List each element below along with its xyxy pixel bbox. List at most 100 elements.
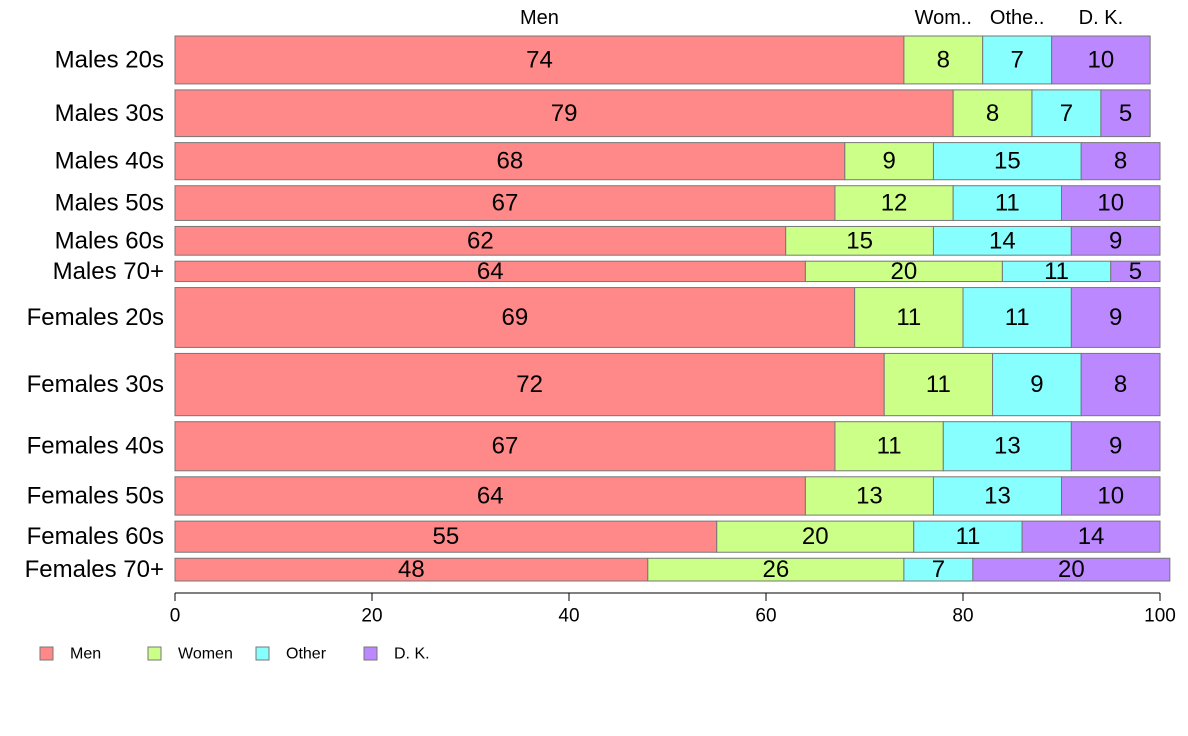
- bar-segment-men: [174, 287, 856, 348]
- bar-segment-women: [854, 287, 964, 348]
- data-label: 15: [994, 148, 1021, 175]
- bar-row: 64 20 11 5: [174, 258, 1161, 285]
- legend-swatch: [255, 646, 270, 661]
- bar-segment-women: [716, 520, 915, 553]
- bar-segment-men: [174, 225, 787, 256]
- category-label: Males 60s: [55, 227, 164, 254]
- x-tick-label: 80: [952, 606, 973, 627]
- category-label: Females 70+: [25, 556, 164, 583]
- bar-segment-other: [982, 35, 1053, 85]
- bar-segment-d-k: [1061, 476, 1161, 516]
- bar-segment-d-k: [1080, 142, 1161, 181]
- data-label: 8: [1114, 148, 1127, 175]
- category-label: Females 60s: [27, 523, 164, 550]
- bar-row: 69 11 11 9: [174, 287, 1161, 348]
- bar-segment-other: [962, 287, 1072, 348]
- bar-segment-men: [174, 421, 836, 472]
- bar-segment-d-k: [1110, 260, 1161, 283]
- data-label: 13: [984, 482, 1011, 509]
- bar-row: 72 11 9 8: [174, 352, 1161, 417]
- data-label: 11: [1005, 304, 1030, 331]
- legend-swatch: [147, 646, 162, 661]
- top-column-label: D. K.: [1079, 7, 1123, 29]
- data-label: 10: [1097, 482, 1124, 509]
- x-tick-label: 20: [361, 606, 382, 627]
- data-label: 20: [802, 523, 829, 550]
- category-label: Males 20s: [55, 46, 164, 73]
- category-label: Males 40s: [55, 148, 164, 175]
- bar-segment-d-k: [1021, 520, 1161, 553]
- bar-segment-men: [174, 35, 905, 85]
- data-label: 5: [1119, 100, 1132, 127]
- data-label: 48: [398, 556, 425, 583]
- bar-segment-men: [174, 185, 836, 221]
- bar-segment-women: [883, 352, 994, 417]
- bar-row: 67 11 13 9: [174, 421, 1161, 472]
- bar-segment-other: [992, 352, 1082, 417]
- data-label: 14: [989, 227, 1016, 254]
- category-label: Females 20s: [27, 304, 164, 331]
- bar-segment-men: [174, 520, 718, 553]
- bar-segment-women: [952, 89, 1033, 138]
- top-column-label: Men: [520, 7, 559, 29]
- data-label: 7: [1060, 100, 1073, 127]
- data-label: 72: [516, 371, 543, 398]
- bar-segment-women: [785, 225, 934, 256]
- bar-segment-d-k: [1100, 89, 1151, 138]
- bar-segment-women: [844, 142, 934, 181]
- bar-row: 68 9 15 8: [174, 142, 1161, 181]
- bar-segment-women: [834, 421, 944, 472]
- legend-label: Men: [70, 646, 101, 663]
- x-tick-label: 60: [755, 606, 776, 627]
- x-tick-label: 0: [170, 606, 181, 627]
- top-column-label: Othe..: [990, 7, 1044, 29]
- legend-swatch: [39, 646, 54, 661]
- legend-label: Women: [178, 646, 233, 663]
- category-label: Males 50s: [55, 190, 164, 217]
- bar-row: 64 13 13 10: [174, 476, 1161, 516]
- bar-segment-d-k: [1070, 287, 1161, 348]
- legend-swatch: [363, 646, 378, 661]
- top-column-label: Wom..: [915, 7, 972, 29]
- category-label: Females 50s: [27, 482, 164, 509]
- bar-segment-d-k: [1070, 421, 1161, 472]
- data-label: 7: [1010, 46, 1023, 73]
- category-label: Males 30s: [55, 100, 164, 127]
- data-label: 26: [762, 556, 789, 583]
- bar-row: 62 15 14 9: [174, 225, 1161, 256]
- bar-segment-men: [174, 89, 954, 138]
- data-label: 10: [1088, 46, 1115, 73]
- bar-segment-d-k: [1061, 185, 1161, 221]
- data-label: 13: [856, 482, 883, 509]
- category-labels: Males 20s Males 30s Males 40s Males 50s Male…: [25, 46, 164, 583]
- bar-segment-women: [834, 185, 954, 221]
- data-label: 69: [501, 304, 528, 331]
- data-label: 64: [477, 482, 504, 509]
- data-label: 67: [492, 433, 519, 460]
- bar-row: 67 12 11 10: [174, 185, 1161, 221]
- data-label: 62: [467, 227, 494, 254]
- data-label: 11: [955, 523, 980, 550]
- data-label: 11: [896, 304, 921, 331]
- data-label: 10: [1097, 190, 1124, 217]
- bar-segment-men: [174, 142, 846, 181]
- bar-segment-other: [942, 421, 1072, 472]
- category-label: Females 40s: [27, 433, 164, 460]
- data-label: 55: [433, 523, 460, 550]
- data-label: 8: [986, 100, 999, 127]
- data-label: 11: [926, 371, 951, 398]
- bar-row: 79 8 7 5: [174, 89, 1151, 138]
- data-label: 9: [1109, 433, 1122, 460]
- data-label: 67: [492, 190, 519, 217]
- legend-label: Other: [286, 646, 327, 663]
- data-label: 20: [1058, 556, 1085, 583]
- data-label: 9: [1109, 227, 1122, 254]
- data-label: 13: [994, 433, 1021, 460]
- data-label: 14: [1078, 523, 1105, 550]
- x-tick-label: 40: [558, 606, 579, 627]
- x-tick-label: 100: [1144, 606, 1176, 627]
- x-axis: 0 20 40 60 80 100: [170, 592, 1176, 627]
- bar-segment-d-k: [1051, 35, 1151, 85]
